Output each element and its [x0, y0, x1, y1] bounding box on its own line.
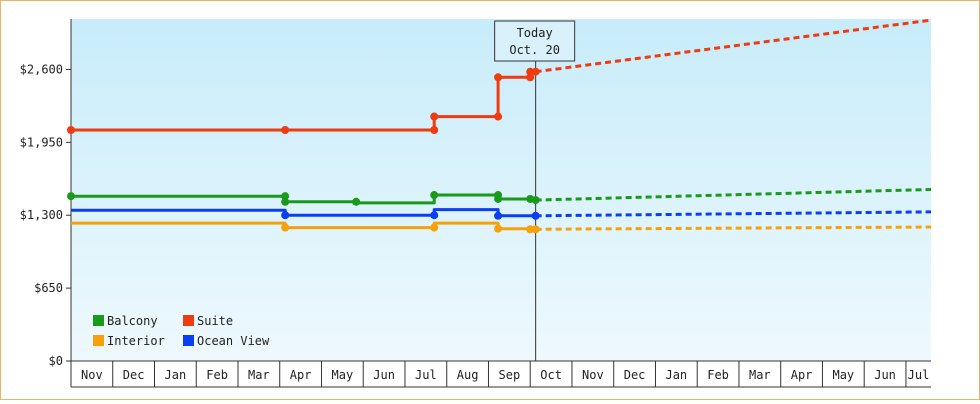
today-label-box: [494, 20, 576, 62]
x-tick-label: Dec: [624, 368, 646, 382]
x-tick-label: Jun: [874, 368, 896, 382]
today-marker: Today Oct. 20: [494, 20, 576, 361]
data-point: [67, 126, 75, 135]
legend-swatch: [93, 335, 104, 346]
x-tick-label: Apr: [791, 368, 813, 382]
data-point: [67, 192, 75, 201]
x-tick-label: Mar: [749, 368, 771, 382]
data-point: [531, 67, 540, 76]
series-balcony: [67, 187, 932, 206]
data-point: [281, 197, 290, 206]
x-tick-label: Feb: [707, 368, 729, 382]
data-point: [430, 126, 439, 135]
x-tick-label: May: [832, 368, 854, 382]
data-point: [430, 223, 439, 232]
x-tick-label: Jan: [665, 368, 687, 382]
data-point: [281, 192, 290, 201]
series-layer: [67, 18, 932, 234]
x-tick-label: Oct: [540, 368, 562, 382]
data-point: [494, 224, 503, 233]
y-tick-label: $0: [49, 354, 63, 368]
forecast-line: [535, 187, 932, 202]
x-tick-label: Jul: [415, 368, 437, 382]
x-axis: Nov Dec Jan Feb Mar Apr May Jun Jul Aug Sep Oct Nov D…: [71, 360, 931, 388]
legend: Balcony Suite Interior Ocean View: [93, 314, 270, 348]
x-tick-label: Jul: [908, 368, 930, 382]
data-point: [430, 211, 439, 220]
series-suite: [67, 18, 932, 135]
forecast-line: [535, 210, 932, 218]
legend-label: Interior: [107, 334, 165, 348]
data-point: [430, 191, 439, 200]
x-tick-label: Jun: [373, 368, 395, 382]
series-ocean-view: [71, 208, 932, 220]
plot-background: [71, 19, 931, 361]
data-point: [352, 197, 361, 206]
x-tick-label: May: [332, 368, 354, 382]
legend-swatch: [93, 315, 104, 326]
x-tick-label: Mar: [248, 368, 270, 382]
data-point: [494, 112, 503, 121]
x-tick-label: Aug: [457, 368, 479, 382]
data-point: [531, 225, 540, 234]
forecast-line: [535, 18, 932, 74]
legend-swatch: [183, 315, 194, 326]
legend-label: Balcony: [107, 314, 158, 328]
legend-swatch: [183, 335, 194, 346]
x-tick-label: Nov: [582, 368, 604, 382]
x-tick-label: Sep: [499, 368, 521, 382]
y-tick-label: $1,300: [20, 208, 63, 222]
data-point: [281, 126, 290, 135]
data-point: [494, 194, 503, 203]
legend-label: Ocean View: [197, 334, 270, 348]
y-axis: $0 $650 $1,300 $1,950 $2,600: [20, 19, 72, 387]
today-label: Today: [517, 26, 553, 40]
x-tick-label: Nov: [81, 368, 103, 382]
y-tick-label: $1,950: [20, 135, 63, 149]
data-point: [531, 196, 540, 205]
today-date: Oct. 20: [509, 43, 560, 57]
legend-label: Suite: [197, 314, 233, 328]
data-point: [526, 73, 535, 82]
x-tick-label: Jan: [165, 368, 187, 382]
x-tick-label: Apr: [290, 368, 312, 382]
forecast-line: [535, 225, 932, 231]
y-tick-label: $650: [34, 281, 63, 295]
series-interior: [71, 221, 932, 234]
data-point: [531, 211, 540, 220]
data-point: [494, 211, 503, 220]
data-point: [281, 223, 290, 232]
data-point: [494, 73, 503, 82]
data-point: [430, 112, 439, 121]
y-tick-label: $2,600: [20, 62, 63, 76]
x-tick-label: Dec: [123, 368, 145, 382]
data-point: [281, 211, 290, 220]
x-tick-label: Feb: [206, 368, 228, 382]
